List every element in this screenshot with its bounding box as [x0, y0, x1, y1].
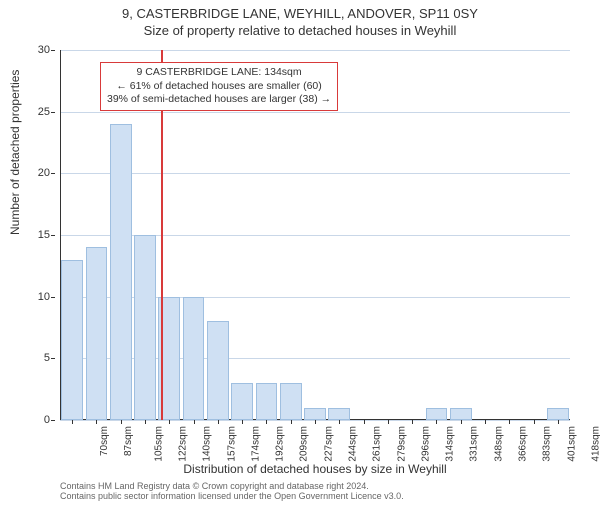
x-tick-label: 314sqm: [445, 426, 456, 462]
x-tick-mark: [315, 420, 316, 424]
y-tick-label: 10: [25, 291, 50, 303]
x-tick-label: 418sqm: [590, 426, 600, 462]
y-tick-mark: [51, 173, 55, 174]
bar: [547, 408, 569, 420]
y-tick-mark: [51, 297, 55, 298]
bar: [256, 383, 278, 420]
x-tick-label: 366sqm: [518, 426, 529, 462]
plot-area: 9 CASTERBRIDGE LANE: 134sqm← 61% of deta…: [60, 50, 570, 420]
y-tick-mark: [51, 358, 55, 359]
bar: [328, 408, 350, 420]
x-tick-mark: [194, 420, 195, 424]
y-axis-label: Number of detached properties: [8, 70, 22, 235]
bar: [280, 383, 302, 420]
x-tick-mark: [364, 420, 365, 424]
bar: [110, 124, 132, 420]
x-tick-mark: [145, 420, 146, 424]
gridline-h: [60, 50, 570, 51]
y-tick-label: 5: [25, 352, 50, 364]
bar: [304, 408, 326, 420]
x-tick-label: 331sqm: [469, 426, 480, 462]
y-tick-mark: [51, 112, 55, 113]
y-tick-label: 15: [25, 229, 50, 241]
x-tick-label: 279sqm: [396, 426, 407, 462]
x-tick-label: 192sqm: [275, 426, 286, 462]
x-axis-label: Distribution of detached houses by size …: [60, 462, 570, 476]
bar: [450, 408, 472, 420]
y-tick-mark: [51, 420, 55, 421]
y-tick-label: 20: [25, 167, 50, 179]
x-tick-mark: [242, 420, 243, 424]
footer-attribution: Contains HM Land Registry data © Crown c…: [60, 482, 404, 502]
x-tick-mark: [218, 420, 219, 424]
y-tick-label: 30: [25, 44, 50, 56]
x-tick-mark: [121, 420, 122, 424]
x-tick-label: 70sqm: [99, 426, 110, 456]
y-tick-mark: [51, 50, 55, 51]
bar: [183, 297, 205, 420]
x-tick-mark: [485, 420, 486, 424]
bar: [426, 408, 448, 420]
chart-title-sub: Size of property relative to detached ho…: [0, 23, 600, 38]
x-tick-mark: [534, 420, 535, 424]
x-tick-label: 383sqm: [542, 426, 553, 462]
x-tick-mark: [291, 420, 292, 424]
x-tick-mark: [558, 420, 559, 424]
x-tick-label: 401sqm: [566, 426, 577, 462]
x-tick-label: 261sqm: [372, 426, 383, 462]
y-tick-label: 25: [25, 106, 50, 118]
bar: [207, 321, 229, 420]
y-tick-mark: [51, 235, 55, 236]
x-tick-mark: [72, 420, 73, 424]
chart-title-main: 9, CASTERBRIDGE LANE, WEYHILL, ANDOVER, …: [0, 6, 600, 21]
x-tick-mark: [509, 420, 510, 424]
x-tick-mark: [169, 420, 170, 424]
bar: [231, 383, 253, 420]
x-tick-label: 244sqm: [348, 426, 359, 462]
gridline-h: [60, 173, 570, 174]
x-tick-label: 87sqm: [123, 426, 134, 456]
x-tick-mark: [388, 420, 389, 424]
info-box-line-1: 9 CASTERBRIDGE LANE: 134sqm: [107, 66, 331, 80]
bar: [61, 260, 83, 420]
gridline-h: [60, 112, 570, 113]
x-tick-mark: [339, 420, 340, 424]
x-tick-mark: [412, 420, 413, 424]
x-tick-mark: [266, 420, 267, 424]
y-tick-label: 0: [25, 414, 50, 426]
x-tick-label: 227sqm: [323, 426, 334, 462]
x-tick-label: 348sqm: [493, 426, 504, 462]
x-tick-label: 122sqm: [178, 426, 189, 462]
info-box-line-2: ← 61% of detached houses are smaller (60…: [107, 80, 331, 94]
x-tick-label: 157sqm: [226, 426, 237, 462]
x-tick-label: 296sqm: [420, 426, 431, 462]
footer-line-2: Contains public sector information licen…: [60, 492, 404, 502]
x-tick-mark: [96, 420, 97, 424]
info-box: 9 CASTERBRIDGE LANE: 134sqm← 61% of deta…: [100, 62, 338, 111]
y-axis: 051015202530: [30, 50, 60, 420]
x-tick-label: 174sqm: [250, 426, 261, 462]
x-tick-mark: [436, 420, 437, 424]
x-tick-label: 140sqm: [202, 426, 213, 462]
info-box-line-3: 39% of semi-detached houses are larger (…: [107, 93, 331, 107]
x-tick-label: 209sqm: [299, 426, 310, 462]
bar: [134, 235, 156, 420]
bar: [86, 247, 108, 420]
x-tick-mark: [461, 420, 462, 424]
x-tick-label: 105sqm: [153, 426, 164, 462]
